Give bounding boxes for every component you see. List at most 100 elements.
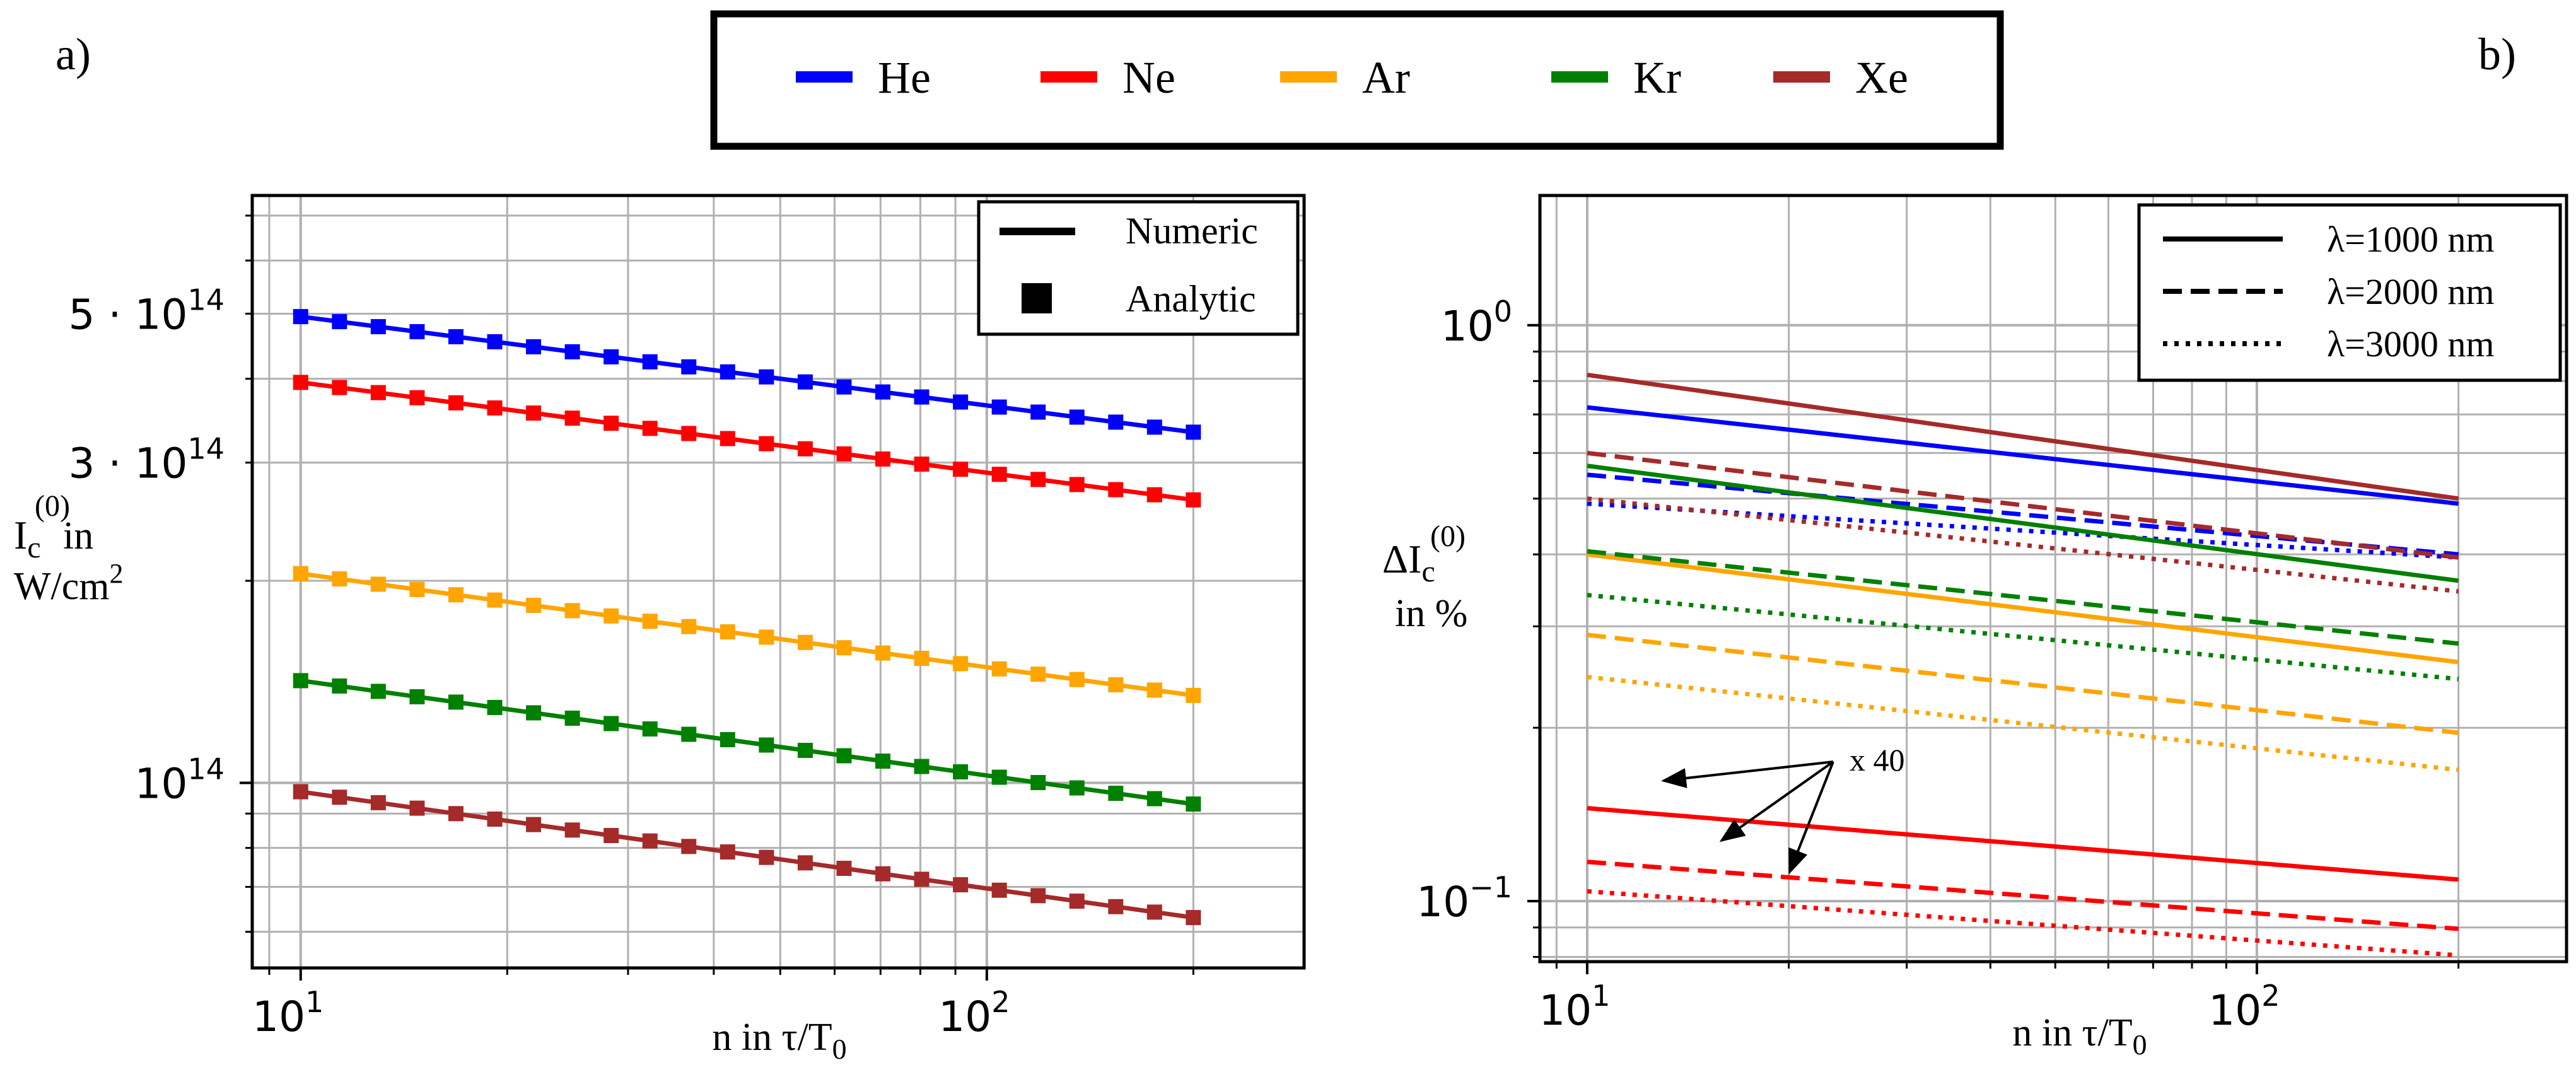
a-marker-xe xyxy=(603,827,619,843)
panel-b-legend-label-dotted: λ=3000 nm xyxy=(2327,323,2494,364)
a-marker-kr xyxy=(759,737,774,753)
a-marker-he xyxy=(487,334,503,349)
panel-a-ylabel-sup: (0) xyxy=(35,489,70,523)
b-series-line-ar-1000-nm xyxy=(1587,552,2459,665)
panel-b-annotation-text: x 40 xyxy=(1850,742,1905,778)
a-marker-kr xyxy=(1108,786,1124,801)
panel-a-ylabel: Ic (0) in W/cm2 xyxy=(14,489,124,608)
panel-b-annotation-arrow xyxy=(1719,760,1834,842)
panel-b-ylabel-in-percent: in % xyxy=(1395,592,1467,635)
a-marker-ne xyxy=(526,405,542,421)
a-marker-kr xyxy=(681,726,697,742)
panel-b-annotation-arrow xyxy=(1788,761,1834,875)
a-marker-he xyxy=(370,319,386,335)
a-marker-he xyxy=(1069,409,1085,425)
a-marker-ar xyxy=(1146,682,1162,698)
panel-a-legend: Numeric Analytic xyxy=(977,200,1300,336)
panel-b-legend: λ=1000 nm λ=2000 nm λ=3000 nm xyxy=(2137,203,2562,382)
panel-b-frame xyxy=(1538,194,2568,964)
a-marker-ar xyxy=(914,650,930,666)
a-marker-xe xyxy=(720,844,735,859)
panel-a-legend-analytic-swatch xyxy=(1022,283,1052,313)
a-marker-xe xyxy=(370,795,386,810)
top-legend: He Ne Ar Kr Xe xyxy=(710,10,2004,150)
a-y-tick-label: 1014 xyxy=(134,752,224,808)
a-marker-ar xyxy=(991,661,1007,677)
a-marker-he xyxy=(332,314,347,330)
a-marker-ne xyxy=(603,416,619,431)
a-marker-ar xyxy=(642,614,658,629)
b-y-tick-label: 100 xyxy=(1441,294,1512,351)
a-marker-kr xyxy=(720,731,735,747)
b-x-tick-label: 101 xyxy=(1539,979,1610,1035)
a-marker-he xyxy=(1146,419,1162,435)
panel-b-series xyxy=(1587,373,2459,958)
a-marker-kr xyxy=(1186,796,1201,812)
panel-b-legend-label-dashed: λ=2000 nm xyxy=(2327,271,2494,312)
b-x-tick-label: 102 xyxy=(2208,979,2280,1035)
a-marker-xe xyxy=(332,789,347,805)
a-marker-ne xyxy=(759,436,774,452)
a-marker-xe xyxy=(1069,894,1085,909)
a-marker-ar xyxy=(759,629,774,645)
a-marker-kr xyxy=(293,673,308,689)
a-marker-kr xyxy=(603,716,619,731)
panel-b-xlabel: n in τ/T0 xyxy=(2012,1011,2147,1061)
panel-a-tick-labels: 101 102 5 · 1014 3 · 1014 1014 xyxy=(69,283,1010,1041)
a-marker-ne xyxy=(370,385,386,400)
top-legend-label-xe: Xe xyxy=(1855,52,1908,103)
panel-a-ylabel-sub: c xyxy=(27,531,40,564)
panel-a-legend-label-analytic: Analytic xyxy=(1126,278,1256,320)
a-series-line-kr xyxy=(300,678,1194,807)
a-marker-ar xyxy=(293,566,308,581)
panel-b-ylabel-sub: c xyxy=(1421,555,1435,588)
a-marker-ar xyxy=(681,619,697,634)
a-marker-he xyxy=(1030,404,1046,420)
panel-a-label: a) xyxy=(55,29,91,79)
a-marker-ne xyxy=(875,451,891,467)
panel-b-xlabel-main: n in τ/T xyxy=(2012,1011,2132,1054)
b-series-line-xe-2000-nm xyxy=(1587,450,2459,560)
panel-a-ylabel-unit-exp: 2 xyxy=(110,558,124,589)
a-marker-ne xyxy=(991,467,1007,482)
a-y-tick-label: 5 · 1014 xyxy=(69,283,224,339)
a-marker-he xyxy=(836,379,852,395)
a-marker-xe xyxy=(953,877,969,893)
panel-b-ticks xyxy=(1527,323,2460,974)
a-marker-kr xyxy=(448,694,463,710)
b-series-line-ne-3000-nm xyxy=(1587,888,2459,958)
a-marker-he xyxy=(603,349,619,364)
panel-a-xlabel-sub: 0 xyxy=(832,1033,847,1065)
a-marker-kr xyxy=(370,684,386,699)
b-series-line-he-3000-nm xyxy=(1587,501,2459,560)
a-marker-he xyxy=(564,344,580,359)
top-legend-label-he: He xyxy=(878,52,931,103)
a-marker-ar xyxy=(875,645,891,661)
b-y-tick-label: 10−1 xyxy=(1416,870,1512,926)
a-marker-xe xyxy=(564,822,580,838)
a-marker-he xyxy=(720,364,735,380)
b-series-line-kr-2000-nm xyxy=(1587,549,2459,646)
a-x-tick-label: 102 xyxy=(938,985,1010,1041)
panel-b-chart: 101 102 100 10−1 λ=1000 nm λ=2000 nm λ=3000 n… xyxy=(1382,194,2568,1061)
a-marker-he xyxy=(1108,414,1124,430)
a-marker-ar xyxy=(370,576,386,592)
a-marker-xe xyxy=(681,839,697,854)
panel-a-ylabel-I: I xyxy=(14,513,27,557)
a-marker-ar xyxy=(1069,672,1085,687)
a-marker-ne xyxy=(914,457,930,472)
panel-b-xlabel-sub: 0 xyxy=(2133,1028,2147,1061)
panel-b-annotation-arrow xyxy=(1661,760,1834,788)
a-marker-kr xyxy=(991,769,1007,785)
a-marker-ne xyxy=(332,380,347,395)
a-marker-ar xyxy=(409,581,425,597)
a-marker-ar xyxy=(564,603,580,619)
a-marker-ne xyxy=(720,431,735,446)
svg-text:n in τ/T0: n in τ/T0 xyxy=(2012,1011,2147,1061)
a-marker-ne xyxy=(487,400,503,416)
a-marker-kr xyxy=(1030,775,1046,791)
a-marker-kr xyxy=(914,759,930,774)
a-marker-ar xyxy=(487,592,503,608)
panel-b-annotation: x 40 xyxy=(1661,742,1905,875)
a-marker-ar xyxy=(332,571,347,587)
